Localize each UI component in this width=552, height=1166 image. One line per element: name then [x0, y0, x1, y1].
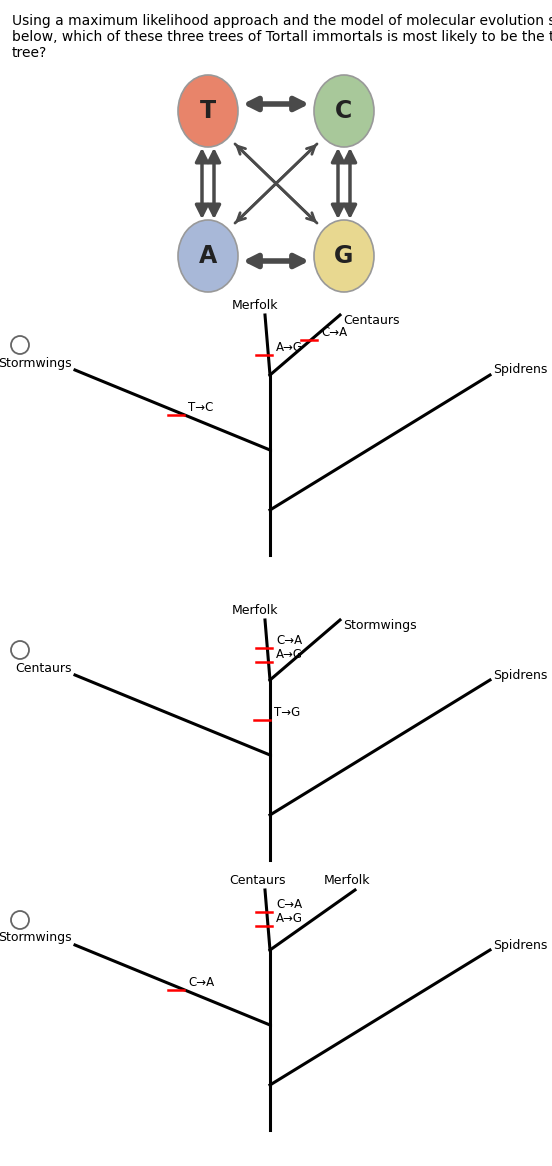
Text: Stormwings: Stormwings: [0, 932, 72, 944]
Text: C→A: C→A: [276, 898, 302, 911]
Text: Centaurs: Centaurs: [343, 314, 400, 326]
Ellipse shape: [314, 75, 374, 147]
Text: C: C: [336, 99, 353, 122]
Text: Spidrens: Spidrens: [493, 364, 548, 377]
Text: A→G: A→G: [276, 340, 303, 354]
Text: Spidrens: Spidrens: [493, 668, 548, 681]
Text: T→C: T→C: [188, 401, 214, 414]
Text: Merfolk: Merfolk: [232, 298, 278, 312]
Text: C→A: C→A: [188, 976, 214, 989]
Text: A→G: A→G: [276, 912, 303, 925]
Text: Merfolk: Merfolk: [324, 874, 370, 887]
Text: A: A: [199, 244, 217, 268]
Text: Stormwings: Stormwings: [0, 357, 72, 370]
Text: below, which of these three trees of Tortall immortals is most likely to be the : below, which of these three trees of Tor…: [12, 30, 552, 44]
Text: Spidrens: Spidrens: [493, 939, 548, 951]
Ellipse shape: [178, 220, 238, 292]
Text: Using a maximum likelihood approach and the model of molecular evolution shown: Using a maximum likelihood approach and …: [12, 14, 552, 28]
Text: A→G: A→G: [276, 648, 303, 661]
Text: tree?: tree?: [12, 45, 47, 59]
Text: Centaurs: Centaurs: [229, 874, 285, 887]
Text: C→A: C→A: [321, 326, 347, 339]
Text: Stormwings: Stormwings: [343, 618, 417, 632]
Text: Centaurs: Centaurs: [15, 661, 72, 674]
Text: Merfolk: Merfolk: [232, 604, 278, 617]
Text: T: T: [200, 99, 216, 122]
Ellipse shape: [178, 75, 238, 147]
Ellipse shape: [314, 220, 374, 292]
Text: T→G: T→G: [274, 705, 300, 719]
Text: C→A: C→A: [276, 634, 302, 647]
Text: G: G: [335, 244, 354, 268]
